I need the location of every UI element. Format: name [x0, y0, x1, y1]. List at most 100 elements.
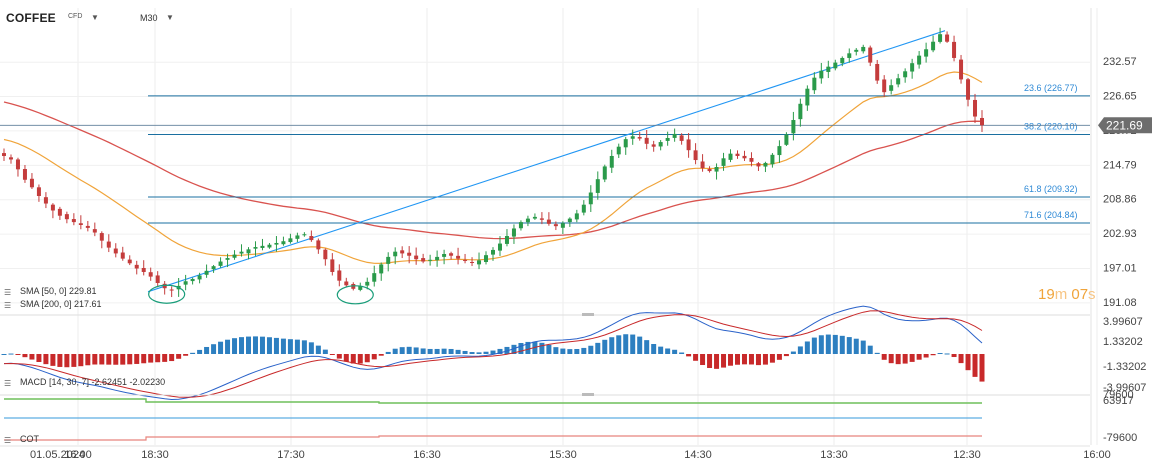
- candle-body: [260, 245, 265, 248]
- macd-panel: 3.99607 1.33202 -1.33202 -3.99607: [0, 305, 1146, 401]
- trendline: [147, 30, 946, 293]
- candle: [686, 133, 691, 158]
- macd-histogram-bar: [378, 354, 384, 356]
- candle: [169, 286, 174, 298]
- indicator-settings-icon[interactable]: ☰: [4, 436, 12, 445]
- candle-body: [679, 135, 684, 141]
- candle: [113, 243, 118, 258]
- macd-histogram-bar: [57, 354, 63, 367]
- macd-histogram-bar: [497, 348, 503, 354]
- countdown-seconds-unit: s: [1088, 286, 1096, 303]
- candle: [924, 42, 929, 63]
- candle: [511, 224, 516, 244]
- candle-body: [854, 49, 859, 52]
- candle-body: [120, 252, 125, 259]
- candle: [679, 133, 684, 145]
- candle-body: [253, 247, 258, 249]
- macd-legend[interactable]: ☰ MACD [14, 30, 7] -2.62451 -2.02230: [4, 377, 165, 389]
- macd-tick-label: -1.33202: [1103, 361, 1146, 373]
- candle-body: [64, 214, 69, 220]
- sma50-legend[interactable]: ☰ SMA [50, 0] 229.81: [4, 286, 97, 298]
- cot-tick-label: 79600: [1103, 389, 1134, 401]
- candle: [805, 85, 810, 111]
- price-tick-label: 197.01: [1103, 262, 1137, 274]
- candle: [211, 264, 216, 273]
- candle-body: [204, 270, 209, 275]
- candle-body: [553, 224, 558, 227]
- caret-down-icon[interactable]: ▼: [166, 13, 174, 22]
- candle: [560, 221, 565, 235]
- macd-histogram-bar: [518, 342, 524, 354]
- macd-histogram-bar: [113, 354, 119, 365]
- candle: [183, 274, 188, 291]
- candle: [491, 247, 495, 261]
- candle-body: [218, 261, 223, 266]
- indicator-settings-icon[interactable]: ☰: [4, 288, 12, 297]
- symbol-name[interactable]: COFFEE: [6, 11, 56, 25]
- candle-body: [99, 233, 104, 241]
- candle-body: [889, 85, 894, 91]
- macd-histogram-bar: [686, 354, 692, 357]
- candle: [833, 59, 838, 71]
- candle: [609, 149, 614, 173]
- candle: [204, 264, 209, 278]
- candle-body: [316, 240, 321, 250]
- macd-histogram-bar: [85, 354, 91, 366]
- macd-histogram-bar: [127, 354, 133, 365]
- candle-body: [966, 79, 971, 100]
- timeframe-selector[interactable]: M30: [140, 13, 158, 23]
- macd-histogram-bar: [895, 354, 901, 365]
- candle-body: [882, 79, 887, 93]
- candle-body: [686, 139, 691, 151]
- candle: [2, 148, 6, 162]
- chart-toolbar: COFFEE CFD ▼ M30 ▼: [0, 0, 1163, 34]
- candle: [190, 277, 195, 285]
- sma200-legend[interactable]: ☰ SMA [200, 0] 217.61: [4, 299, 102, 311]
- sma200-legend-text: SMA [200, 0] 217.61: [20, 299, 102, 309]
- macd-histogram-bar: [301, 340, 307, 354]
- macd-histogram-bar: [406, 346, 412, 354]
- fib-level-label: 71.6 (204.84): [1024, 210, 1078, 220]
- trendline-group: [0, 30, 1090, 293]
- candle: [267, 242, 272, 249]
- macd-histogram-bar: [134, 354, 140, 364]
- macd-histogram-bar: [78, 354, 84, 367]
- macd-histogram-bar: [881, 354, 887, 360]
- macd-histogram-bar: [232, 338, 238, 354]
- candle: [414, 247, 419, 265]
- macd-histogram-bar: [588, 345, 594, 354]
- sma50-legend-text: SMA [50, 0] 229.81: [20, 286, 97, 296]
- indicator-settings-icon[interactable]: ☰: [4, 379, 12, 388]
- candle: [197, 272, 202, 284]
- candle: [477, 252, 482, 270]
- fibonacci-levels: 23.6 (226.77) 38.2 (220.10) 61.8 (209.32) 7…: [148, 83, 1090, 224]
- candlestick-series: [2, 27, 984, 298]
- countdown-minutes: 19: [1038, 286, 1055, 303]
- candle: [784, 132, 789, 146]
- macd-histogram-bar: [64, 354, 70, 368]
- macd-histogram-bar: [846, 337, 852, 354]
- candle-body: [85, 225, 90, 228]
- candle: [407, 246, 412, 264]
- macd-histogram-bar: [623, 334, 629, 354]
- candle-body: [246, 249, 251, 254]
- candle-body: [239, 251, 244, 254]
- cot-legend[interactable]: ☰ COT: [4, 434, 39, 446]
- macd-histogram-bar: [637, 336, 643, 354]
- macd-histogram-bar: [169, 354, 175, 362]
- candle-body: [644, 137, 649, 144]
- indicator-settings-icon[interactable]: ☰: [4, 301, 12, 310]
- candle: [658, 140, 663, 151]
- candle: [162, 281, 167, 295]
- caret-down-icon[interactable]: ▼: [91, 13, 99, 22]
- macd-histogram-bar: [141, 354, 147, 364]
- candle: [532, 213, 537, 220]
- price-tick-label: 191.08: [1103, 297, 1137, 309]
- macd-histogram-bar: [672, 349, 678, 354]
- macd-histogram-bar: [839, 335, 845, 354]
- candle-body: [896, 78, 901, 85]
- candle: [826, 60, 831, 79]
- candle: [665, 131, 670, 146]
